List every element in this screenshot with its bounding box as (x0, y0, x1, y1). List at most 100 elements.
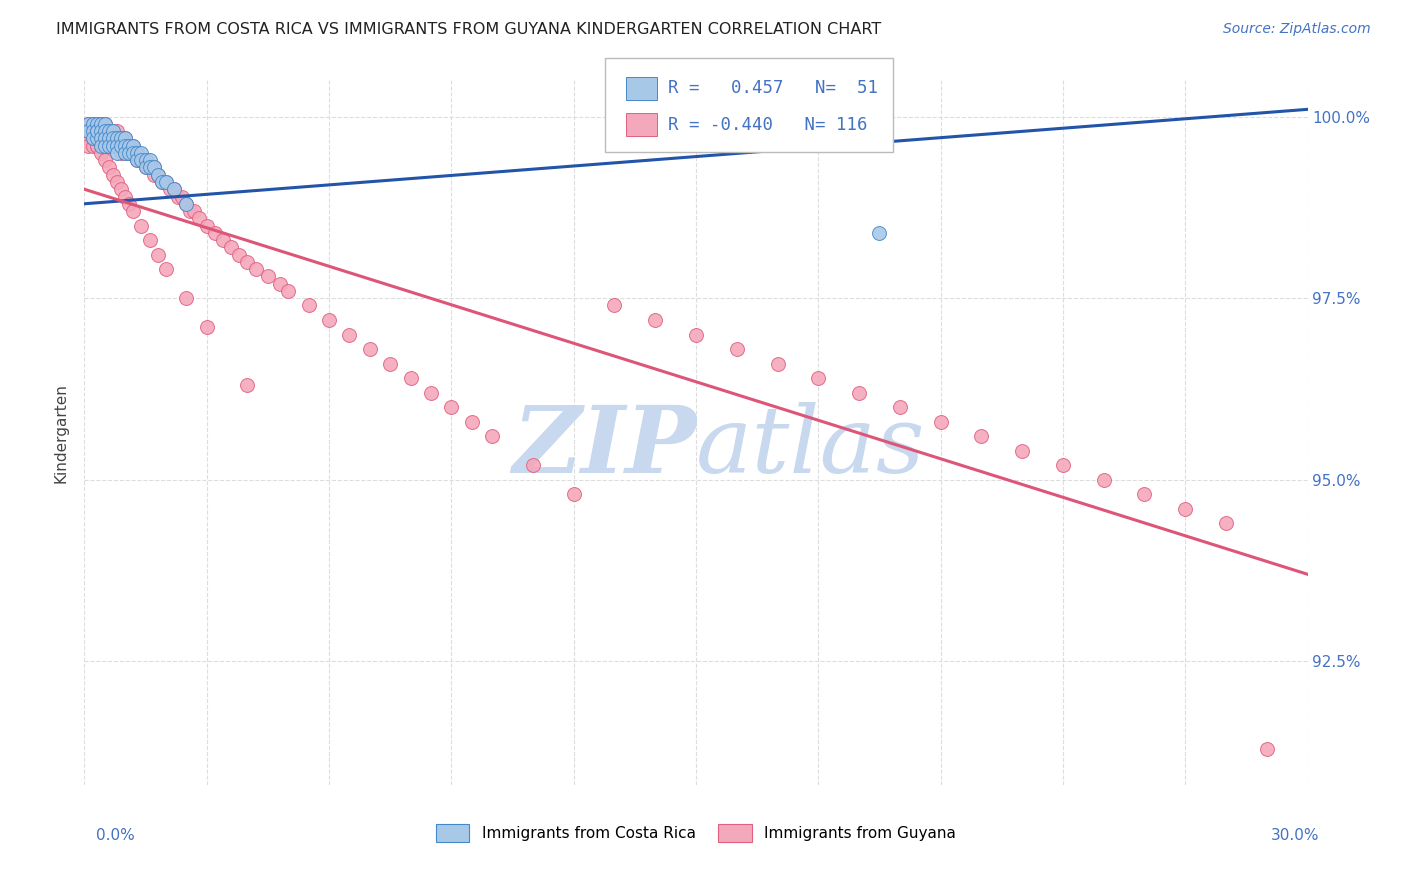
Point (522, 458, 544, 473)
Point (179, 204, 201, 219)
Point (869, 226, 891, 240)
Point (86, 138, 108, 153)
Point (228, 247, 250, 261)
Point (138, 233, 160, 247)
Point (77, 124, 100, 138)
Point (90, 117, 112, 131)
Point (110, 145, 132, 160)
Point (440, 400, 463, 414)
Point (236, 255, 259, 269)
Point (90, 131, 112, 145)
Point (114, 145, 136, 160)
Point (110, 182, 132, 196)
Point (135, 153, 157, 168)
Point (131, 219, 153, 233)
Point (86, 117, 108, 131)
Point (82, 131, 104, 145)
Point (562, 487, 585, 501)
Point (114, 189, 136, 203)
Text: ZIP: ZIP (512, 401, 696, 491)
Point (174, 196, 197, 211)
Point (135, 153, 157, 168)
Point (105, 175, 128, 189)
Text: Source: ZipAtlas.com: Source: ZipAtlas.com (1223, 22, 1371, 37)
Point (97, 124, 120, 138)
Point (101, 131, 124, 145)
Text: 30.0%: 30.0% (1271, 828, 1319, 843)
Point (135, 161, 157, 175)
Point (93, 131, 115, 145)
Point (131, 153, 153, 168)
Point (269, 277, 291, 291)
Point (118, 138, 141, 153)
Point (212, 233, 235, 247)
Point (90, 138, 112, 153)
Point (155, 262, 177, 277)
Point (155, 175, 177, 189)
Point (318, 313, 340, 327)
Point (807, 371, 830, 385)
Point (603, 298, 626, 312)
Point (155, 175, 177, 189)
Y-axis label: Kindergarten: Kindergarten (53, 383, 69, 483)
Point (461, 415, 484, 429)
Point (195, 320, 218, 334)
Point (82, 124, 104, 138)
Point (1174, 502, 1197, 516)
Point (93, 117, 115, 131)
Point (97, 131, 120, 145)
Point (142, 168, 165, 182)
Point (1133, 487, 1156, 501)
Point (105, 138, 128, 153)
Point (127, 153, 149, 168)
Point (90, 131, 112, 145)
Point (93, 138, 115, 153)
Point (277, 284, 299, 298)
Point (127, 153, 149, 168)
Point (195, 219, 218, 233)
Point (163, 182, 186, 196)
Point (138, 153, 160, 168)
Point (110, 131, 132, 145)
Point (174, 196, 197, 211)
Point (1011, 443, 1033, 458)
Point (142, 161, 165, 175)
Point (93, 117, 115, 131)
Point (93, 153, 115, 168)
Point (90, 124, 112, 138)
Point (146, 168, 169, 182)
Point (110, 131, 132, 145)
Point (127, 145, 149, 160)
Legend: Immigrants from Costa Rica, Immigrants from Guyana: Immigrants from Costa Rica, Immigrants f… (430, 818, 962, 847)
Point (135, 161, 157, 175)
Point (122, 145, 145, 160)
Point (685, 327, 707, 342)
Point (105, 145, 128, 160)
Point (105, 131, 128, 145)
Point (204, 226, 226, 240)
Point (359, 342, 381, 356)
Point (77, 124, 100, 138)
Point (131, 153, 153, 168)
Point (82, 124, 104, 138)
Point (122, 204, 145, 219)
Point (97, 138, 120, 153)
Point (644, 313, 666, 327)
Point (77, 138, 100, 153)
Point (101, 131, 124, 145)
Point (86, 131, 108, 145)
Point (889, 400, 911, 414)
Point (93, 124, 115, 138)
Point (101, 168, 124, 182)
Point (101, 138, 124, 153)
Point (163, 182, 186, 196)
Point (848, 385, 870, 400)
Point (245, 262, 267, 277)
Point (86, 131, 108, 145)
Point (114, 131, 136, 145)
Text: IMMIGRANTS FROM COSTA RICA VS IMMIGRANTS FROM GUYANA KINDERGARTEN CORRELATION CH: IMMIGRANTS FROM COSTA RICA VS IMMIGRANTS… (56, 22, 882, 37)
Point (159, 182, 181, 196)
Point (339, 327, 361, 342)
Point (122, 138, 145, 153)
Point (167, 189, 190, 203)
